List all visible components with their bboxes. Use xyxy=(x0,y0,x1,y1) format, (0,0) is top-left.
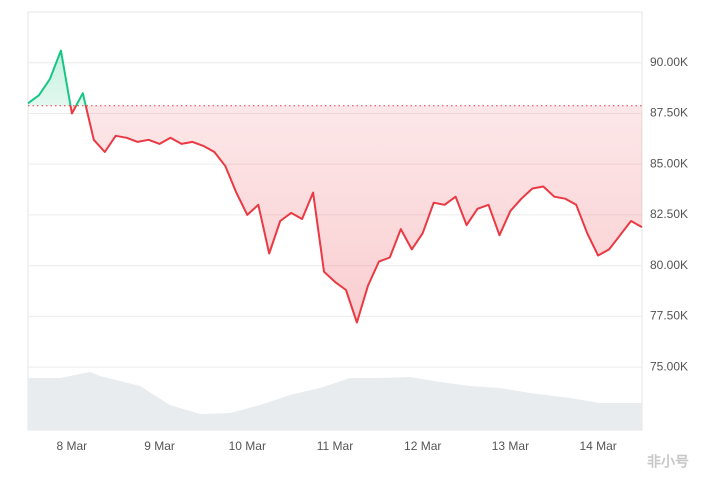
x-tick-label: 12 Mar xyxy=(404,439,441,453)
x-tick-label: 13 Mar xyxy=(492,439,529,453)
x-tick-label: 14 Mar xyxy=(579,439,616,453)
watermark: 非小号 xyxy=(647,454,689,470)
x-tick-label: 11 Mar xyxy=(317,439,353,453)
y-tick-label: 77.50K xyxy=(650,309,688,323)
y-tick-label: 82.50K xyxy=(650,207,688,221)
plot-layer: 75.00K 77.50K 80.00K 82.50K 85.00K 87.50K 90.0… xyxy=(27,49,688,453)
y-tick-label: 87.50K xyxy=(650,106,688,120)
x-tick-label: 8 Mar xyxy=(57,439,88,453)
y-tick-label: 75.00K xyxy=(650,359,688,373)
price-line xyxy=(27,49,643,324)
x-tick-label: 10 Mar xyxy=(229,439,266,453)
y-tick-label: 90.00K xyxy=(650,55,688,69)
baseline-area xyxy=(28,50,642,323)
y-tick-label: 85.00K xyxy=(650,156,688,170)
x-tick-label: 9 Mar xyxy=(144,439,175,453)
volume-area xyxy=(28,372,642,430)
y-tick-label: 80.00K xyxy=(650,258,688,272)
